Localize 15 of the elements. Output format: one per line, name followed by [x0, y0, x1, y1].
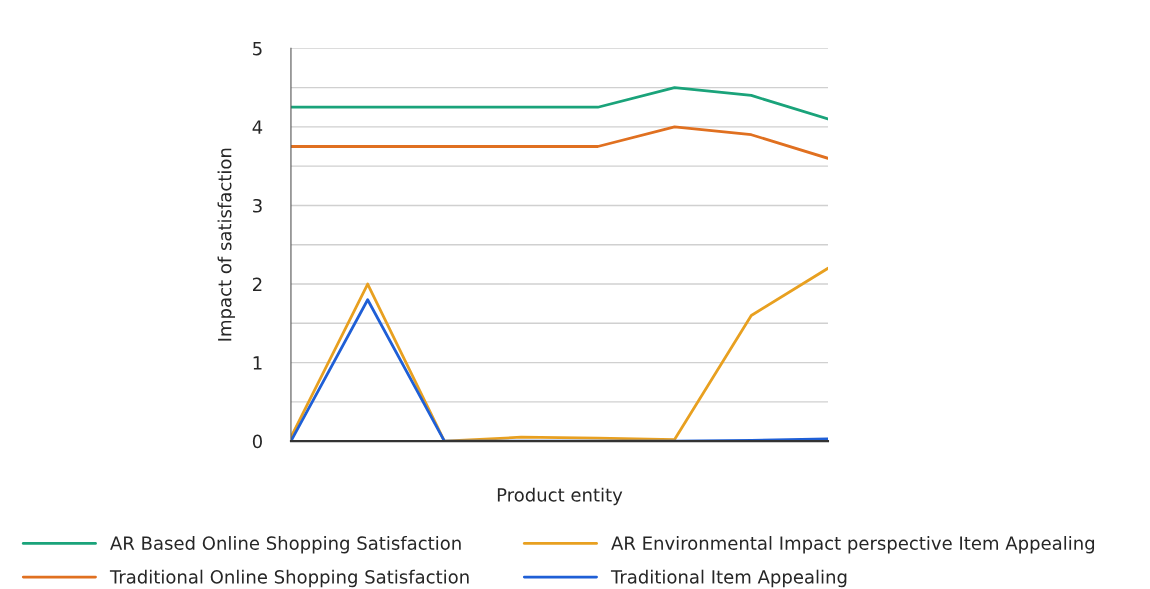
legend-label: Traditional Online Shopping Satisfaction [109, 569, 469, 588]
y-tick-label: 0 [252, 434, 262, 449]
y-tick-label: 1 [253, 356, 262, 370]
legend-label: AR Environmental Impact perspective Item Appealing [611, 535, 1095, 554]
y-tick-label: 4 [252, 120, 263, 134]
x-axis-title: Product entity [497, 487, 623, 506]
legend-label: AR Based Online Shopping Satisfaction [110, 535, 461, 554]
y-axis-title: Impact of satisfaction [217, 148, 236, 341]
y-tick-label: 5 [253, 41, 262, 56]
legend-label: Traditional Item Appealing [610, 569, 847, 588]
line-series [290, 125, 828, 160]
y-tick-label: 3 [253, 198, 262, 213]
y-tick-label: 2 [253, 277, 262, 291]
line-series [290, 86, 828, 121]
line-series [290, 266, 828, 442]
